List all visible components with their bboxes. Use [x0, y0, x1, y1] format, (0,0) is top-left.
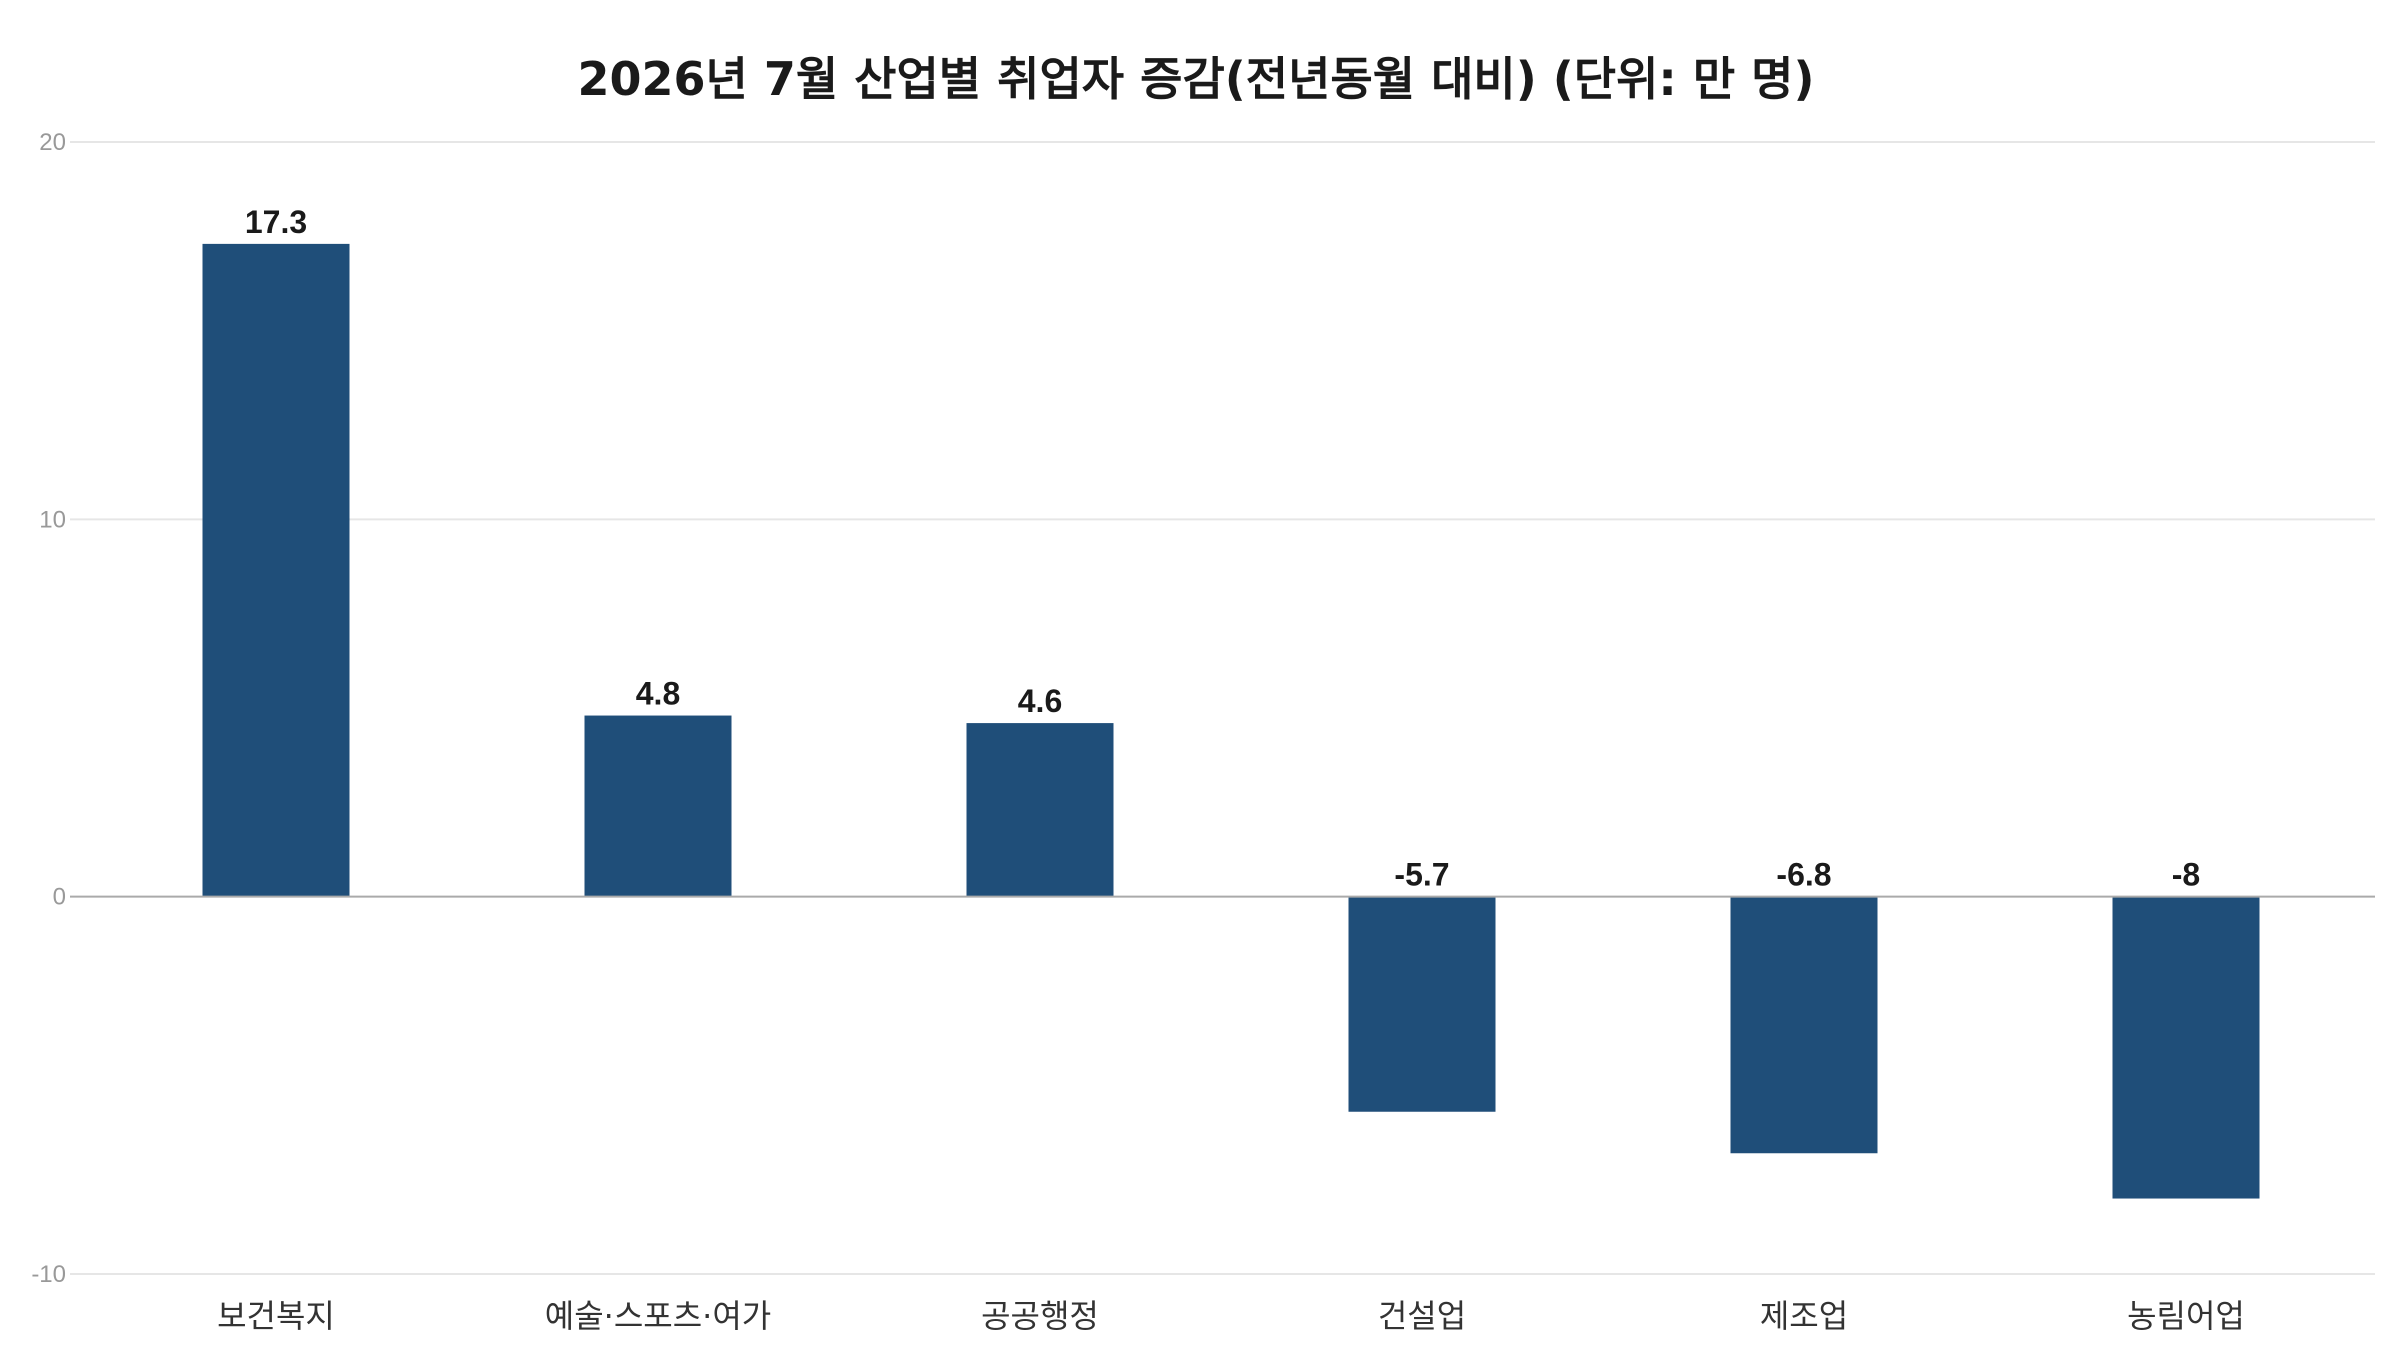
chart-title: 2026년 7월 산업별 취업자 증감(전년동월 대비) (단위: 만 명)	[577, 52, 1814, 106]
bar	[584, 715, 732, 897]
y-tick-label: 10	[39, 506, 66, 533]
data-label: -5.7	[1394, 857, 1449, 893]
bar	[2112, 896, 2260, 1199]
x-axis-ticks: 보건복지 예술·스포츠·여가 공공행정 건설업 제조업 농림어업	[217, 1297, 2245, 1335]
data-label: 17.3	[245, 204, 307, 240]
y-tick-label: 20	[39, 129, 66, 156]
bar	[1730, 896, 1878, 1154]
x-tick-label: 건설업	[1378, 1297, 1466, 1335]
y-tick-label: -10	[31, 1261, 66, 1288]
x-tick-label: 보건복지	[217, 1297, 335, 1335]
y-axis-ticks: 20 10 0 -10	[31, 129, 66, 1288]
data-label: 4.6	[1018, 683, 1062, 719]
bar	[202, 243, 350, 897]
data-label: 4.8	[636, 676, 680, 712]
bar	[966, 723, 1114, 897]
gridlines	[70, 141, 2375, 1275]
data-label: -6.8	[1776, 857, 1831, 893]
data-labels: 17.3 4.8 4.6 -5.7 -6.8 -8	[245, 204, 2200, 893]
y-tick-label: 0	[53, 884, 66, 911]
bars	[202, 243, 2260, 1199]
x-tick-label: 공공행정	[981, 1297, 1099, 1335]
x-tick-label: 제조업	[1760, 1297, 1848, 1335]
x-tick-label: 농림어업	[2127, 1297, 2245, 1335]
bar	[1348, 896, 1496, 1112]
x-tick-label: 예술·스포츠·여가	[545, 1297, 771, 1335]
data-label: -8	[2172, 857, 2200, 893]
